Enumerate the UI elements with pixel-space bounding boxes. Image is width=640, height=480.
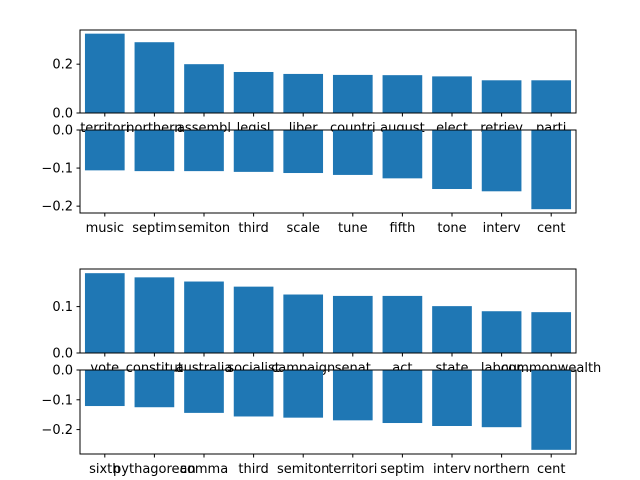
bar-1-9 [481, 80, 522, 113]
bar-1-2 [134, 42, 175, 113]
bar-2-1 [84, 130, 125, 171]
y-tick-label: 0.0 [52, 107, 73, 122]
x-tick-label: septim [132, 221, 176, 236]
axes-frame [79, 29, 577, 114]
bar-3-2 [134, 277, 175, 353]
x-tick-label: sixth [89, 462, 120, 477]
bar-3-1 [84, 273, 125, 353]
bar-1-6 [332, 74, 373, 113]
bar-3-9 [481, 311, 522, 353]
bar-2-10 [531, 130, 572, 210]
bar-4-1 [84, 370, 125, 407]
axes-frame [79, 369, 577, 455]
bar-1-5 [283, 73, 324, 113]
bar-3-10 [531, 312, 572, 353]
bar-3-6 [332, 295, 373, 353]
bar-2-5 [283, 130, 324, 174]
bar-2-4 [233, 130, 274, 172]
bar-3-3 [184, 281, 224, 353]
bar-4-5 [283, 370, 324, 418]
bar-3-4 [233, 286, 274, 353]
x-tick-label: northern [473, 462, 529, 477]
x-tick-label: third [238, 462, 268, 477]
y-tick-label: 0.0 [52, 364, 73, 379]
axes-frame [79, 268, 577, 354]
bar-3-7 [382, 295, 423, 353]
y-tick-label: −0.1 [41, 393, 73, 408]
x-tick-label: pythagorean [113, 462, 196, 477]
x-tick-label: scale [286, 221, 320, 236]
y-tick-label: 0.0 [52, 124, 73, 139]
bar-1-4 [233, 71, 274, 113]
bar-1-1 [84, 33, 125, 113]
bar-2-8 [432, 130, 472, 190]
bar-3-8 [432, 306, 472, 353]
chart-panel-2: 0.0 −0.1 −0.2 music septim semiton third scale t… [41, 124, 577, 236]
x-tick-label: comma [180, 462, 228, 477]
x-tick-label: cent [537, 221, 565, 236]
bar-4-8 [432, 370, 472, 426]
bar-4-7 [382, 370, 423, 424]
x-tick-label: territori [328, 462, 377, 477]
x-tick-label: music [86, 221, 124, 236]
bar-1-7 [382, 75, 423, 113]
bar-4-4 [233, 370, 274, 417]
bar-2-2 [134, 130, 175, 172]
x-tick-label: cent [537, 462, 565, 477]
y-tick-label: 0.1 [52, 300, 73, 315]
bar-2-6 [332, 130, 373, 175]
x-tick-label: interv [483, 221, 521, 236]
bar-4-9 [481, 370, 522, 428]
bar-2-7 [382, 130, 423, 179]
bar-1-8 [432, 76, 472, 113]
x-tick-label: semiton [178, 221, 230, 236]
bar-4-3 [184, 370, 224, 413]
axes-frame [79, 129, 577, 214]
x-tick-label: semiton [277, 462, 329, 477]
x-tick-label: tune [338, 221, 368, 236]
y-tick-label: −0.1 [41, 162, 73, 177]
x-tick-label: third [238, 221, 268, 236]
x-tick-label: tone [437, 221, 466, 236]
y-tick-label: 0.2 [52, 58, 73, 73]
bar-1-3 [184, 64, 224, 113]
x-tick-label: septim [380, 462, 424, 477]
bar-4-6 [332, 370, 373, 421]
x-tick-label: fifth [389, 221, 415, 236]
y-tick-label: 0.0 [52, 347, 73, 362]
bar-3-5 [283, 294, 324, 353]
bar-2-9 [481, 130, 522, 192]
y-tick-label: −0.2 [41, 423, 73, 438]
bar-1-10 [531, 80, 572, 113]
bar-4-2 [134, 370, 175, 408]
bar-4-10 [531, 370, 572, 450]
y-tick-label: −0.2 [41, 200, 73, 215]
bar-2-3 [184, 130, 224, 172]
x-tick-label: interv [433, 462, 471, 477]
